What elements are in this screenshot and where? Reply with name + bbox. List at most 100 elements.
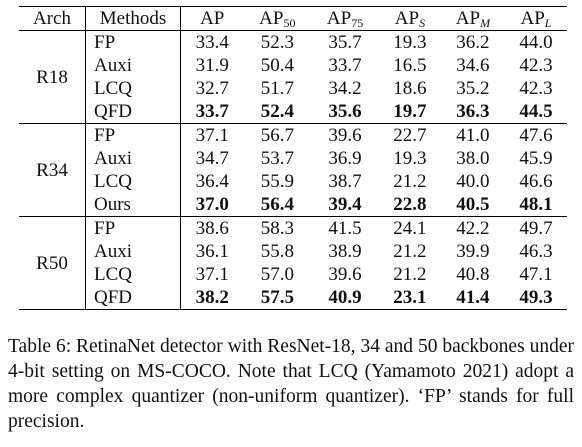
value-cell: 33.7 bbox=[328, 55, 362, 76]
value-cell: 58.3 bbox=[260, 218, 294, 239]
value-cell: 36.9 bbox=[328, 148, 362, 169]
value-cell: 40.9 bbox=[328, 287, 362, 308]
value-cell: 57.5 bbox=[260, 287, 294, 308]
table-row: Ours 37.0 56.4 39.4 22.8 40.5 48.1 bbox=[19, 193, 567, 217]
method-cell: LCQ bbox=[85, 170, 181, 193]
value-cell: 38.6 bbox=[195, 218, 229, 239]
value-cell: 33.7 bbox=[195, 101, 229, 122]
method-cell: QFD bbox=[85, 286, 181, 310]
table-row: LCQ 36.4 55.9 38.7 21.2 40.0 46.6 bbox=[19, 170, 567, 193]
value-cell: 39.4 bbox=[328, 194, 362, 215]
table-row: QFD 38.2 57.5 40.9 23.1 41.4 49.3 bbox=[19, 286, 567, 310]
value-cell: 21.2 bbox=[393, 171, 427, 192]
value-cell: 48.1 bbox=[519, 194, 553, 215]
value-cell: 40.8 bbox=[456, 264, 490, 285]
value-cell: 46.6 bbox=[519, 171, 553, 192]
value-cell: 41.5 bbox=[328, 218, 362, 239]
value-cell: 53.7 bbox=[260, 148, 294, 169]
value-cell: 42.3 bbox=[519, 78, 553, 99]
header-apl-sub: L bbox=[544, 16, 552, 30]
header-ap50: AP50 bbox=[243, 7, 311, 31]
header-ap75: AP75 bbox=[311, 7, 379, 31]
value-cell: 56.7 bbox=[260, 125, 294, 146]
value-cell: 47.6 bbox=[519, 125, 553, 146]
value-cell: 19.7 bbox=[393, 101, 427, 122]
value-cell: 18.6 bbox=[393, 78, 427, 99]
method-cell: LCQ bbox=[85, 77, 181, 100]
header-row: Arch Methods AP AP50 AP75 APS APM APL bbox=[19, 6, 567, 31]
table-group-r18: R18 FP 33.4 52.3 35.7 19.3 36.2 44.0 Auxi 31.9 50.… bbox=[19, 30, 567, 124]
value-cell: 34.2 bbox=[328, 78, 362, 99]
value-cell: 23.1 bbox=[393, 287, 427, 308]
header-apm-sub: M bbox=[480, 16, 491, 30]
table-group-r50: R50 FP 38.6 58.3 41.5 24.1 42.2 49.7 Auxi 36.1 55.… bbox=[19, 216, 567, 310]
header-ap: AP bbox=[200, 8, 225, 29]
method-cell: Auxi bbox=[85, 54, 181, 77]
header-aps-sub: S bbox=[419, 16, 426, 30]
value-cell: 41.0 bbox=[456, 125, 490, 146]
value-cell: 37.1 bbox=[195, 264, 229, 285]
value-cell: 31.9 bbox=[195, 55, 229, 76]
value-cell: 35.2 bbox=[456, 78, 490, 99]
header-apl-base: AP bbox=[520, 8, 545, 29]
header-apl: APL bbox=[505, 7, 567, 31]
value-cell: 36.4 bbox=[195, 171, 229, 192]
value-cell: 36.1 bbox=[195, 241, 229, 262]
value-cell: 46.3 bbox=[519, 241, 553, 262]
value-cell: 19.3 bbox=[393, 32, 427, 53]
header-ap75-sub: 75 bbox=[351, 16, 364, 30]
value-cell: 39.6 bbox=[328, 264, 362, 285]
value-cell: 22.8 bbox=[393, 194, 427, 215]
value-cell: 57.0 bbox=[260, 264, 294, 285]
arch-cell: R34 bbox=[19, 123, 86, 217]
table-row: LCQ 37.1 57.0 39.6 21.2 40.8 47.1 bbox=[19, 263, 567, 286]
value-cell: 21.2 bbox=[393, 241, 427, 262]
value-cell: 34.7 bbox=[195, 148, 229, 169]
value-cell: 32.7 bbox=[195, 78, 229, 99]
value-cell: 35.6 bbox=[328, 101, 362, 122]
value-cell: 44.5 bbox=[519, 101, 553, 122]
value-cell: 38.2 bbox=[195, 287, 229, 308]
value-cell: 24.1 bbox=[393, 218, 427, 239]
method-cell: FP bbox=[85, 216, 181, 240]
value-cell: 49.7 bbox=[519, 218, 553, 239]
value-cell: 44.0 bbox=[519, 32, 553, 53]
value-cell: 34.6 bbox=[456, 55, 490, 76]
value-cell: 38.9 bbox=[328, 241, 362, 262]
table-row: QFD 33.7 52.4 35.6 19.7 36.3 44.5 bbox=[19, 100, 567, 124]
value-cell: 55.8 bbox=[260, 241, 294, 262]
table-row: Auxi 36.1 55.8 38.9 21.2 39.9 46.3 bbox=[19, 240, 567, 263]
value-cell: 36.2 bbox=[456, 32, 490, 53]
header-apm-base: AP bbox=[455, 8, 481, 29]
header-aps-base: AP bbox=[394, 8, 420, 29]
header-aps: APS bbox=[379, 7, 441, 31]
value-cell: 52.3 bbox=[260, 32, 294, 53]
table-row: R34 FP 37.1 56.7 39.6 22.7 41.0 47.6 bbox=[19, 123, 567, 217]
results-table: Arch Methods AP AP50 AP75 APS APM APL R1… bbox=[19, 6, 567, 310]
value-cell: 38.7 bbox=[328, 171, 362, 192]
table-group-r34: R34 FP 37.1 56.7 39.6 22.7 41.0 47.6 Auxi 34.7 53.… bbox=[19, 123, 567, 217]
value-cell: 47.1 bbox=[519, 264, 553, 285]
value-cell: 39.6 bbox=[328, 125, 362, 146]
value-cell: 45.9 bbox=[519, 148, 553, 169]
method-cell: LCQ bbox=[85, 263, 181, 286]
value-cell: 22.7 bbox=[393, 125, 427, 146]
value-cell: 36.3 bbox=[456, 101, 490, 122]
header-ap75-base: AP bbox=[326, 8, 352, 29]
value-cell: 56.4 bbox=[260, 194, 294, 215]
value-cell: 37.1 bbox=[195, 125, 229, 146]
value-cell: 52.4 bbox=[260, 101, 294, 122]
method-cell: QFD bbox=[85, 100, 181, 124]
value-cell: 37.0 bbox=[195, 194, 229, 215]
value-cell: 40.5 bbox=[456, 194, 490, 215]
method-cell: FP bbox=[85, 30, 181, 54]
value-cell: 33.4 bbox=[195, 32, 229, 53]
method-cell: Ours bbox=[85, 193, 181, 217]
table-caption: Table 6: RetinaNet detector with ResNet-… bbox=[8, 336, 574, 432]
header-methods: Methods bbox=[85, 6, 181, 31]
value-cell: 41.4 bbox=[456, 287, 490, 308]
table-row: Auxi 34.7 53.7 36.9 19.3 38.0 45.9 bbox=[19, 147, 567, 170]
value-cell: 39.9 bbox=[456, 241, 490, 262]
value-cell: 55.9 bbox=[260, 171, 294, 192]
table-row: Auxi 31.9 50.4 33.7 16.5 34.6 42.3 bbox=[19, 54, 567, 77]
